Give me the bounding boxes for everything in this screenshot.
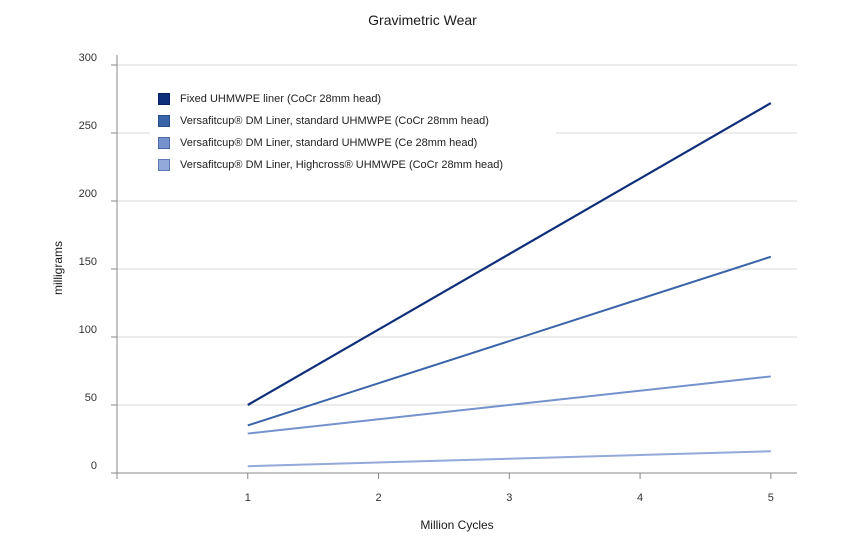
x-axis-label: Million Cycles — [420, 518, 494, 532]
legend-label: Versafitcup® DM Liner, standard UHMWPE (… — [180, 137, 478, 149]
series-line — [247, 450, 771, 468]
legend-item-dm-standard-cocr: Versafitcup® DM Liner, standard UHMWPE (… — [158, 110, 548, 132]
y-tick-label: 250 — [79, 120, 97, 132]
legend-item-fixed-uhmwpe: Fixed UHMWPE liner (CoCr 28mm head) — [158, 88, 548, 110]
x-tick-label: 5 — [768, 492, 774, 504]
legend-label: Versafitcup® DM Liner, standard UHMWPE (… — [180, 115, 489, 127]
series-lines — [247, 102, 772, 468]
legend-label: Versafitcup® DM Liner, Highcross® UHMWPE… — [180, 159, 504, 171]
legend-swatch — [158, 115, 170, 127]
y-tick-label: 100 — [79, 324, 97, 336]
series-line — [247, 375, 771, 435]
x-tick-label: 1 — [245, 492, 251, 504]
y-axis-label: milligrams — [51, 241, 65, 295]
y-tick-label: 150 — [79, 256, 97, 268]
series-line — [247, 255, 772, 427]
legend-label: Fixed UHMWPE liner (CoCr 28mm head) — [180, 93, 382, 105]
x-tick-label: 2 — [375, 492, 381, 504]
legend-item-dm-highcross: Versafitcup® DM Liner, Highcross® UHMWPE… — [158, 154, 548, 176]
y-tick-label: 300 — [79, 52, 97, 64]
legend-item-dm-standard-ce: Versafitcup® DM Liner, standard UHMWPE (… — [158, 132, 548, 154]
y-axis-ticks: 0 50 100 150 200 250 300 — [79, 52, 117, 474]
y-tick-label: 200 — [79, 188, 97, 200]
legend-swatch — [158, 137, 170, 149]
x-tick-label: 4 — [637, 492, 643, 504]
legend-swatch — [158, 93, 170, 105]
y-tick-label: 50 — [85, 392, 97, 404]
chart-title: Gravimetric Wear — [368, 12, 477, 28]
series-line — [247, 102, 772, 406]
x-axis-ticks: 1 2 3 4 5 — [245, 473, 774, 504]
legend: Fixed UHMWPE liner (CoCr 28mm head) Vers… — [150, 82, 556, 178]
x-tick-label: 3 — [506, 492, 512, 504]
legend-swatch — [158, 159, 170, 171]
axes — [116, 55, 797, 479]
y-tick-label: 0 — [91, 460, 97, 472]
